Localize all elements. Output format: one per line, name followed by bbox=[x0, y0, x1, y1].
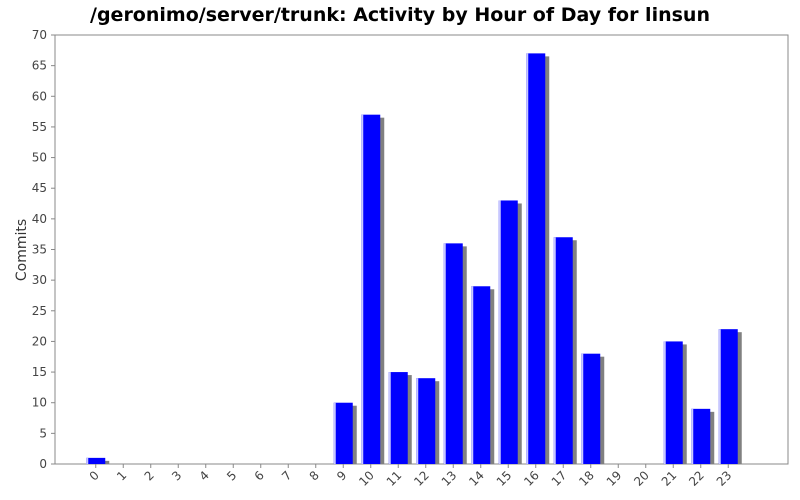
chart-title: /geronimo/server/trunk: Activity by Hour… bbox=[90, 4, 710, 26]
y-tick-label: 5 bbox=[39, 426, 47, 440]
y-axis-label: Commits bbox=[14, 219, 30, 281]
bar-highlight bbox=[86, 457, 89, 464]
bar-hour-0 bbox=[86, 457, 106, 464]
bar-highlight bbox=[498, 200, 501, 464]
x-tick-label: 15 bbox=[494, 468, 515, 489]
y-tick-label: 15 bbox=[32, 365, 47, 379]
bar-hour-22 bbox=[691, 408, 711, 464]
x-tick-label: 17 bbox=[549, 468, 570, 489]
bar-hour-18 bbox=[581, 353, 601, 464]
x-tick-label: 9 bbox=[334, 468, 349, 483]
y-tick-label: 60 bbox=[32, 89, 47, 103]
bar-highlight bbox=[471, 286, 474, 464]
y-tick-label: 10 bbox=[32, 396, 47, 410]
x-tick-label: 21 bbox=[659, 468, 680, 489]
y-tick-label: 35 bbox=[32, 243, 47, 257]
x-tick-label: 5 bbox=[224, 468, 239, 483]
bar-hour-9 bbox=[333, 402, 353, 464]
x-tick-label: 1 bbox=[114, 468, 129, 483]
y-tick-label: 45 bbox=[32, 181, 47, 195]
x-tick-label: 7 bbox=[279, 468, 294, 483]
bar-highlight bbox=[663, 341, 666, 464]
y-tick-label: 50 bbox=[32, 151, 47, 165]
bar-highlight bbox=[361, 114, 364, 465]
x-tick-label: 20 bbox=[631, 468, 652, 489]
x-tick-label: 12 bbox=[411, 468, 432, 489]
bar-highlight bbox=[416, 378, 419, 464]
y-tick-label: 20 bbox=[32, 334, 47, 348]
x-tick-label: 16 bbox=[521, 468, 542, 489]
bar-hour-23 bbox=[718, 329, 738, 464]
bar-hour-14 bbox=[471, 286, 491, 464]
bar-hour-11 bbox=[388, 372, 408, 464]
bars bbox=[86, 53, 742, 465]
bar-hour-13 bbox=[443, 243, 463, 464]
bar-hour-10 bbox=[361, 114, 381, 465]
x-tick-label: 0 bbox=[87, 468, 102, 483]
bar-hour-16 bbox=[526, 53, 546, 465]
bar-highlight bbox=[553, 237, 556, 464]
bar-highlight bbox=[691, 408, 694, 464]
x-tick-label: 22 bbox=[686, 468, 707, 489]
bar-highlight bbox=[526, 53, 529, 465]
x-axis: 0 1 2 3 4 5 6 7 8 9 10 11 12 13 14 15 16 17 18 19 20 21 22 23 bbox=[87, 464, 735, 489]
bar-hour-21 bbox=[663, 341, 683, 464]
bar-highlight bbox=[333, 402, 336, 464]
y-tick-label: 30 bbox=[32, 273, 47, 287]
x-tick-label: 10 bbox=[356, 468, 377, 489]
bar-hour-17 bbox=[553, 237, 573, 464]
x-tick-label: 18 bbox=[576, 468, 597, 489]
y-tick-label: 65 bbox=[32, 59, 47, 73]
x-tick-label: 4 bbox=[197, 468, 212, 483]
y-tick-label: 0 bbox=[39, 457, 47, 471]
bar-hour-12 bbox=[416, 378, 436, 464]
x-tick-label: 3 bbox=[169, 468, 184, 483]
x-tick-label: 14 bbox=[466, 468, 487, 489]
bar-highlight bbox=[581, 353, 584, 464]
y-tick-label: 55 bbox=[32, 120, 47, 134]
y-tick-label: 70 bbox=[32, 28, 47, 42]
x-tick-label: 2 bbox=[142, 468, 157, 483]
bar-highlight bbox=[718, 329, 721, 464]
x-tick-label: 19 bbox=[604, 468, 625, 489]
y-tick-label: 25 bbox=[32, 304, 47, 318]
bar-highlight bbox=[388, 372, 391, 464]
y-axis: 0 5 10 15 20 25 30 35 40 45 50 55 60 65 70 bbox=[32, 28, 55, 471]
x-tick-label: 13 bbox=[439, 468, 460, 489]
bar-hour-15 bbox=[498, 200, 518, 464]
y-tick-label: 40 bbox=[32, 212, 47, 226]
x-tick-label: 8 bbox=[307, 468, 322, 483]
x-tick-label: 6 bbox=[252, 468, 267, 483]
x-tick-label: 11 bbox=[384, 468, 405, 489]
bar-highlight bbox=[443, 243, 446, 464]
x-tick-label: 23 bbox=[714, 468, 735, 489]
